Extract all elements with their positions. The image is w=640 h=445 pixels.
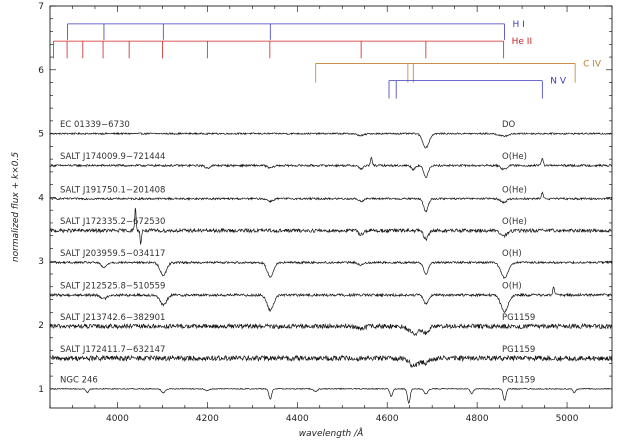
series-class-label: O(H) (502, 282, 522, 292)
y-tick-label: 4 (38, 193, 44, 203)
x-tick-label: 5000 (556, 414, 579, 424)
y-tick-label: 7 (38, 2, 44, 12)
y-tick-label: 2 (38, 321, 44, 331)
series-class-label: O(He) (502, 217, 527, 227)
series-name-label: EC 01339−6730 (60, 120, 130, 130)
x-tick-label: 4600 (376, 414, 399, 424)
series-line (49, 207, 612, 245)
x-tick-label: 4200 (196, 414, 219, 424)
series-class-label: PG1159 (502, 345, 535, 355)
series-line (49, 191, 612, 213)
series-line (49, 286, 612, 314)
series-line (49, 260, 612, 279)
series-name-label: NGC 246 (60, 375, 98, 385)
series-name-label: SALT J213742.6−382901 (60, 313, 165, 323)
series-name-label: SALT J172411.7−632147 (60, 345, 165, 355)
y-tick-label: 1 (38, 385, 44, 395)
series-name-label: SALT J172335.2−672530 (60, 217, 165, 227)
series-line (49, 156, 612, 178)
line-id-label: H I (513, 20, 525, 30)
series-class-label: O(He) (502, 185, 527, 195)
y-tick-label: 3 (38, 257, 44, 267)
y-tick-label: 6 (38, 66, 44, 76)
x-tick-label: 4000 (106, 414, 129, 424)
series-name-label: SALT J212525.8−510559 (60, 282, 165, 292)
series-name-label: SALT J174009.9−721444 (60, 152, 165, 162)
y-axis-label: normalized flux + k×0.5 (11, 152, 21, 262)
line-id-label: C IV (583, 59, 602, 69)
series-line (49, 387, 612, 405)
series-class-label: PG1159 (502, 375, 535, 385)
line-id-label: N V (550, 77, 567, 87)
series-line (49, 131, 612, 149)
series-class-label: PG1159 (502, 313, 535, 323)
line-id-label: He II (512, 37, 532, 47)
x-axis-label: wavelength /Å (299, 427, 363, 439)
y-tick-label: 5 (38, 130, 44, 140)
series-name-label: SALT J191750.1−201408 (60, 185, 165, 195)
x-tick-label: 4800 (466, 414, 489, 424)
series-name-label: SALT J203959.5−034117 (60, 249, 165, 259)
plot-frame (49, 5, 613, 409)
series-class-label: O(H) (502, 249, 522, 259)
series-line (49, 354, 612, 369)
x-tick-label: 4400 (286, 414, 309, 424)
series-line (49, 322, 612, 336)
series-class-label: O(He) (502, 152, 527, 162)
series-class-label: DO (502, 120, 516, 130)
